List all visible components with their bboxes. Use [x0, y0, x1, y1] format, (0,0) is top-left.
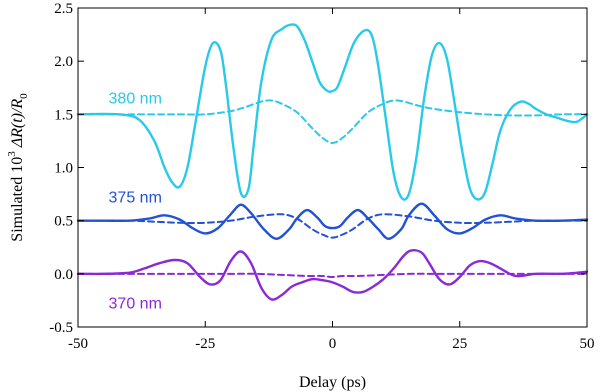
series-label-380-nm: 380 nm — [109, 90, 162, 107]
series-line-380-nm-dashed — [77, 99, 588, 145]
y-tick-label: -0.5 — [49, 320, 73, 336]
y-axis-title-sup: 3 — [6, 151, 18, 157]
series-label-370-nm: 370 nm — [109, 296, 162, 313]
series-line-370-nm-dashed — [77, 272, 588, 279]
annotation-layer: 380 nm 375 nm 370 nm — [109, 90, 162, 312]
series-label-375-nm: 375 nm — [109, 189, 162, 206]
y-axis-title-mid: ΔR(t)/R — [9, 99, 26, 152]
y-tick-label: 1.5 — [54, 107, 73, 123]
series-line-370-nm-solid — [76, 249, 589, 301]
plot-frame — [77, 7, 588, 328]
y-tick-label: 2.0 — [54, 54, 73, 70]
y-tick-label: 1.0 — [54, 161, 73, 177]
x-tick-label: 25 — [452, 336, 467, 352]
ticks-layer: -50 -25 0 25 50 -0.5 0.0 0.5 1.0 1.5 2.0 2.5 — [49, 1, 594, 352]
x-axis-title: Delay (ps) — [299, 374, 366, 391]
series-line-380-nm-solid — [76, 23, 589, 201]
y-tick-label: 2.5 — [54, 1, 73, 17]
x-tick-label: 0 — [329, 336, 337, 352]
y-axis-title: Simulated 103 ΔR(t)/R0 — [6, 93, 30, 242]
series-layer — [76, 23, 589, 301]
series-line-375-nm-dashed — [77, 213, 588, 239]
y-axis-title-sub: 0 — [18, 93, 30, 99]
y-tick-label: 0.5 — [54, 214, 73, 230]
series-line-375-nm-solid — [76, 202, 589, 240]
x-tick-label: -50 — [68, 336, 88, 352]
y-axis-title-prefix: Simulated 10 — [9, 157, 26, 242]
x-tick-label: 50 — [580, 336, 595, 352]
y-tick-label: 0.0 — [54, 267, 73, 283]
x-tick-label: -25 — [195, 336, 215, 352]
